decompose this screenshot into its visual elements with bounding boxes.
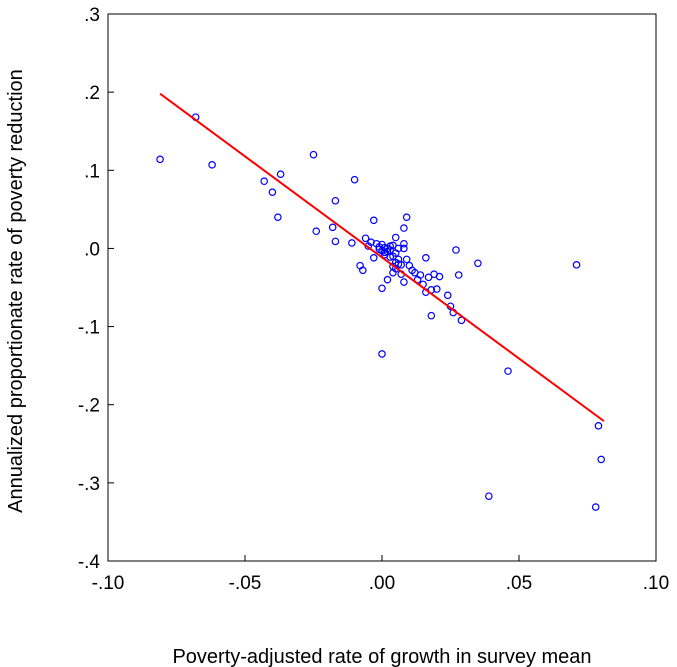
data-point: [378, 284, 386, 293]
plot-border: [107, 13, 657, 562]
data-point: [274, 213, 282, 221]
data-point: [208, 161, 216, 169]
data-point: [394, 244, 403, 253]
x-tick-label: .10: [643, 573, 669, 594]
data-point: [359, 266, 367, 275]
data-point: [156, 155, 164, 164]
data-point: [432, 285, 441, 293]
data-point: [427, 311, 436, 320]
x-tick-label: .00: [369, 573, 395, 594]
plot-area: [107, 13, 657, 562]
data-point: [402, 213, 411, 221]
y-tick-label: -.4: [78, 552, 101, 573]
y-tick-label: -.2: [78, 396, 100, 417]
data-point: [331, 237, 340, 246]
x-axis: -.10 -.05 .00 .05 .10: [92, 555, 669, 594]
data-point: [597, 455, 606, 464]
data-point: [378, 350, 386, 358]
data-point: [276, 170, 285, 178]
data-point: [260, 177, 268, 186]
data-point: [594, 422, 603, 430]
y-tick-label: .1: [84, 161, 100, 182]
data-point: [350, 175, 359, 184]
y-tick-label: .2: [84, 83, 100, 104]
data-point: [400, 224, 408, 232]
data-point: [422, 254, 430, 262]
data-point: [400, 278, 408, 286]
y-axis-label: Annualized proportionate rate of poverty…: [5, 69, 27, 513]
data-point: [504, 367, 512, 375]
data-point: [452, 246, 460, 254]
data-point: [268, 188, 277, 196]
data-point: [397, 261, 405, 269]
data-point: [416, 271, 425, 279]
data-point: [474, 259, 482, 268]
data-point: [309, 150, 318, 159]
data-point: [402, 255, 411, 264]
data-point: [454, 271, 463, 279]
data-point: [424, 273, 433, 282]
data-point: [369, 216, 378, 225]
y-tick-label: .3: [84, 5, 100, 26]
y-tick-label: .0: [84, 239, 100, 260]
x-tick-label: -.05: [229, 573, 262, 594]
x-tick-label: -.10: [92, 573, 125, 594]
data-point: [331, 196, 340, 205]
data-point: [435, 272, 444, 281]
data-point: [369, 254, 378, 262]
data-point: [485, 492, 493, 500]
y-tick-label: -.3: [78, 474, 100, 495]
data-point: [591, 503, 600, 511]
x-tick-label: .05: [506, 573, 532, 594]
data-point: [443, 291, 452, 300]
data-points: [156, 113, 606, 511]
data-point: [391, 233, 400, 242]
fit-line-layer: [159, 92, 605, 422]
data-point: [348, 239, 356, 247]
data-point: [361, 234, 370, 243]
data-point: [400, 239, 408, 248]
data-point: [389, 241, 397, 250]
data-point: [328, 223, 337, 232]
data-point: [572, 261, 581, 269]
data-point: [400, 244, 408, 253]
x-axis-label: Poverty-adjusted rate of growth in surve…: [172, 646, 591, 667]
data-point: [383, 275, 392, 284]
y-axis: -.4 -.3 -.2 -.1 .0 .1 .2 .3: [78, 5, 114, 573]
fit-line: [159, 92, 605, 422]
y-tick-label: -.1: [78, 318, 100, 339]
data-point: [312, 227, 321, 236]
